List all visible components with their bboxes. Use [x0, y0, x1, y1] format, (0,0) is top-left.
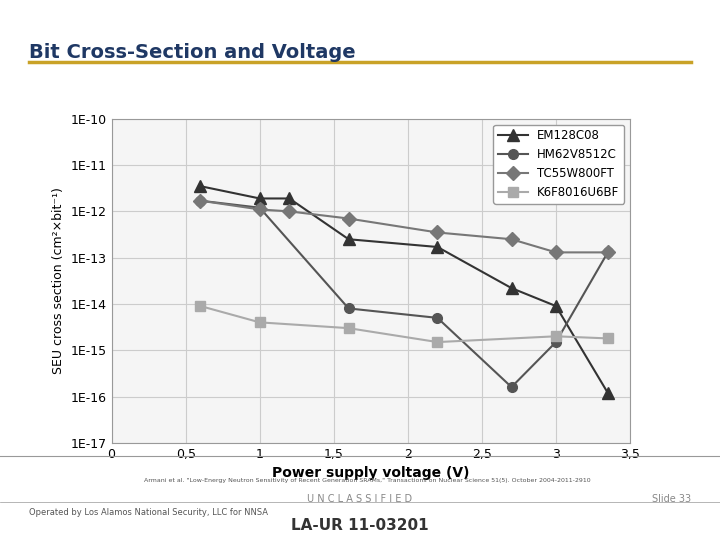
- HM62V8512C: [603, 249, 612, 255]
- TC55W800FT: [196, 198, 204, 204]
- TC55W800FT: [507, 236, 516, 242]
- K6F8016U6BF: [344, 325, 353, 332]
- TC55W800FT: [433, 230, 442, 236]
- EM128C08: [552, 303, 560, 309]
- HM62V8512C: [196, 198, 204, 204]
- Text: Operated by Los Alamos National Security, LLC for NNSA: Operated by Los Alamos National Security…: [29, 508, 268, 517]
- HM62V8512C: [256, 205, 264, 211]
- HM62V8512C: [507, 384, 516, 390]
- Line: TC55W800FT: TC55W800FT: [196, 196, 613, 257]
- Legend: EM128C08, HM62V8512C, TC55W800FT, K6F8016U6BF: EM128C08, HM62V8512C, TC55W800FT, K6F801…: [493, 125, 624, 204]
- TC55W800FT: [256, 206, 264, 213]
- K6F8016U6BF: [196, 303, 204, 309]
- K6F8016U6BF: [552, 333, 560, 340]
- Text: LA-UR 11-03201: LA-UR 11-03201: [291, 518, 429, 534]
- EM128C08: [256, 195, 264, 202]
- EM128C08: [433, 244, 442, 250]
- HM62V8512C: [433, 315, 442, 321]
- TC55W800FT: [344, 215, 353, 222]
- Text: Bit Cross-Section and Voltage: Bit Cross-Section and Voltage: [29, 43, 356, 62]
- Line: K6F8016U6BF: K6F8016U6BF: [196, 301, 613, 347]
- Line: HM62V8512C: HM62V8512C: [196, 196, 613, 392]
- K6F8016U6BF: [433, 339, 442, 345]
- EM128C08: [344, 236, 353, 242]
- EM128C08: [603, 389, 612, 396]
- K6F8016U6BF: [603, 335, 612, 342]
- Text: U N C L A S S I F I E D: U N C L A S S I F I E D: [307, 494, 413, 504]
- Y-axis label: SEU cross section (cm²×bit⁻¹): SEU cross section (cm²×bit⁻¹): [52, 187, 65, 374]
- TC55W800FT: [285, 208, 294, 214]
- EM128C08: [507, 285, 516, 292]
- HM62V8512C: [344, 305, 353, 312]
- HM62V8512C: [552, 339, 560, 345]
- X-axis label: Power supply voltage (V): Power supply voltage (V): [272, 466, 469, 480]
- Text: Slide 33: Slide 33: [652, 494, 691, 504]
- EM128C08: [196, 183, 204, 190]
- TC55W800FT: [552, 249, 560, 255]
- K6F8016U6BF: [256, 319, 264, 326]
- Line: EM128C08: EM128C08: [195, 181, 613, 399]
- EM128C08: [285, 195, 294, 202]
- Text: Armani et al. "Low-Energy Neutron Sensitivity of Recent Generation SRAMs," Trans: Armani et al. "Low-Energy Neutron Sensit…: [144, 478, 590, 483]
- TC55W800FT: [603, 249, 612, 255]
